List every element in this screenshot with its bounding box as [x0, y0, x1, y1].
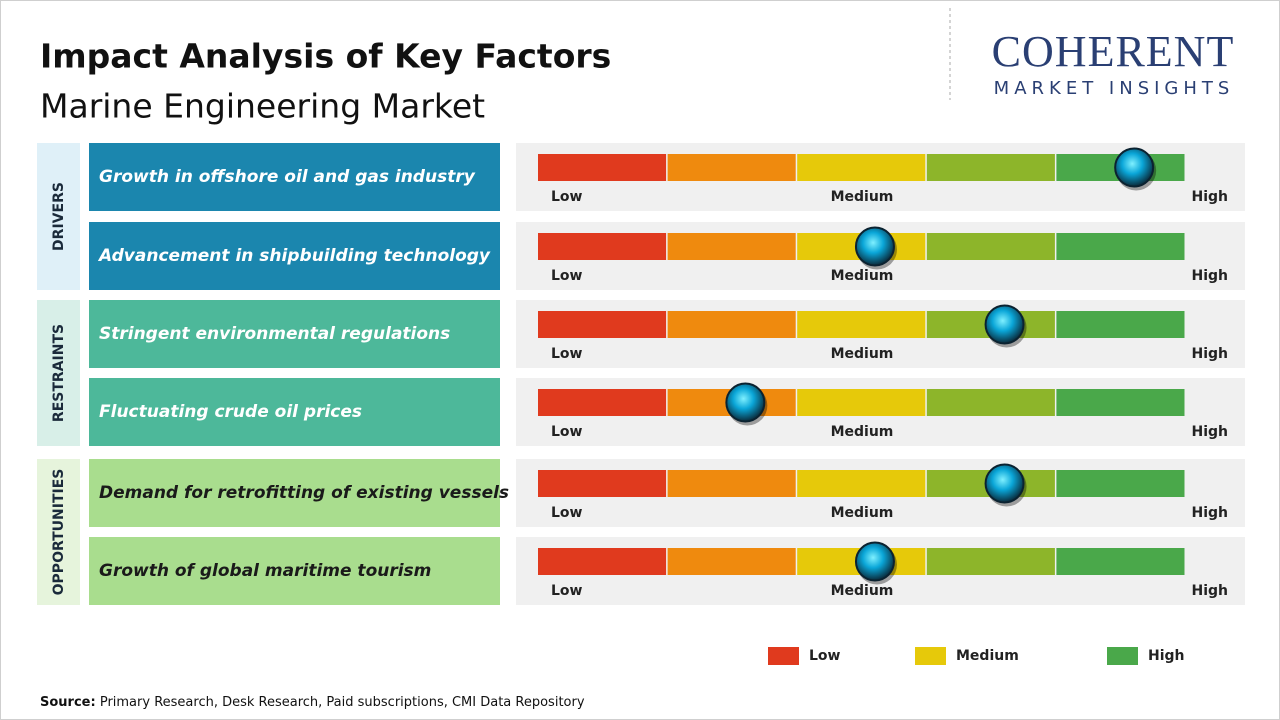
scale-label: High	[1191, 346, 1228, 362]
gauge-segment	[1056, 233, 1185, 260]
legend-label: High	[1148, 648, 1185, 664]
gauge-segment	[538, 389, 667, 416]
group-band	[37, 459, 80, 605]
gauge-segment	[1056, 470, 1185, 497]
gauge-segment	[1056, 389, 1185, 416]
factor-label: Growth in offshore oil and gas industry	[99, 167, 476, 187]
group-band	[37, 143, 80, 290]
scale-label: High	[1191, 424, 1228, 440]
factor-box	[89, 222, 500, 290]
gauge-segment	[667, 311, 796, 338]
title: Impact Analysis of Key Factors	[40, 37, 611, 76]
gauge-segment	[538, 470, 667, 497]
factor-box	[89, 300, 500, 368]
gauge-segment	[667, 154, 796, 181]
knob	[854, 226, 895, 267]
scale-label: Low	[551, 583, 583, 599]
scale-label: Medium	[831, 505, 894, 521]
logo-tagline: MARKET INSIGHTS	[994, 78, 1235, 99]
factor-box	[89, 459, 500, 527]
gauge-segment	[667, 233, 796, 260]
factor-label: Growth of global maritime tourism	[99, 561, 431, 581]
gauge-segment	[667, 470, 796, 497]
gauge-segment	[1056, 311, 1185, 338]
gauge-segment	[538, 311, 667, 338]
factor-box	[89, 378, 500, 446]
scale-label: Medium	[831, 346, 894, 362]
scale-label: High	[1191, 583, 1228, 599]
gauge-segment	[538, 548, 667, 575]
legend-label: Medium	[956, 648, 1019, 664]
knob	[984, 463, 1025, 504]
group-label: OPPORTUNITIES	[51, 469, 67, 596]
gauge-segment	[797, 154, 926, 181]
subtitle: Marine Engineering Market	[40, 87, 485, 126]
legend-swatch	[768, 647, 799, 665]
legend-swatch	[1107, 647, 1138, 665]
logo-name: COHERENT	[992, 27, 1235, 76]
gauge-segment	[926, 154, 1055, 181]
legend-label: Low	[809, 648, 841, 664]
knob	[984, 304, 1025, 345]
source: Source: Primary Research, Desk Research,…	[40, 695, 585, 710]
factor-box	[89, 537, 500, 605]
factor-label: Demand for retrofitting of existing vess…	[99, 483, 509, 503]
gauge-segment	[538, 154, 667, 181]
gauge-segment	[926, 389, 1055, 416]
source-text: Primary Research, Desk Research, Paid su…	[100, 695, 585, 710]
source-label: Source:	[40, 695, 96, 710]
gauge-segment	[667, 548, 796, 575]
scale-label: Medium	[831, 268, 894, 284]
group-label: RESTRAINTS	[51, 324, 67, 422]
knob	[854, 541, 895, 582]
knob	[1114, 147, 1155, 188]
factor-label: Advancement in shipbuilding technology	[97, 246, 491, 266]
gauge-segment	[1056, 548, 1185, 575]
scale-label: Low	[551, 268, 583, 284]
factor-label: Stringent environmental regulations	[99, 324, 450, 344]
scale-label: Low	[551, 189, 583, 205]
gauge-segment	[926, 548, 1055, 575]
scale-label: Low	[551, 505, 583, 521]
scale-label: Low	[551, 424, 583, 440]
factor-box	[89, 143, 500, 211]
gauge-segment	[797, 311, 926, 338]
scale-label: High	[1191, 189, 1228, 205]
legend-swatch	[915, 647, 946, 665]
gauge-segment	[926, 233, 1055, 260]
gauge-segment	[797, 470, 926, 497]
gauge-segment	[538, 233, 667, 260]
factor-label: Fluctuating crude oil prices	[99, 402, 362, 422]
scale-label: Medium	[831, 424, 894, 440]
knob	[725, 382, 766, 423]
scale-label: Medium	[831, 189, 894, 205]
scale-label: High	[1191, 505, 1228, 521]
scale-label: High	[1191, 268, 1228, 284]
group-band	[37, 300, 80, 446]
gauge-segment	[797, 389, 926, 416]
group-label: DRIVERS	[51, 182, 67, 251]
scale-label: Low	[551, 346, 583, 362]
scale-label: Medium	[831, 583, 894, 599]
